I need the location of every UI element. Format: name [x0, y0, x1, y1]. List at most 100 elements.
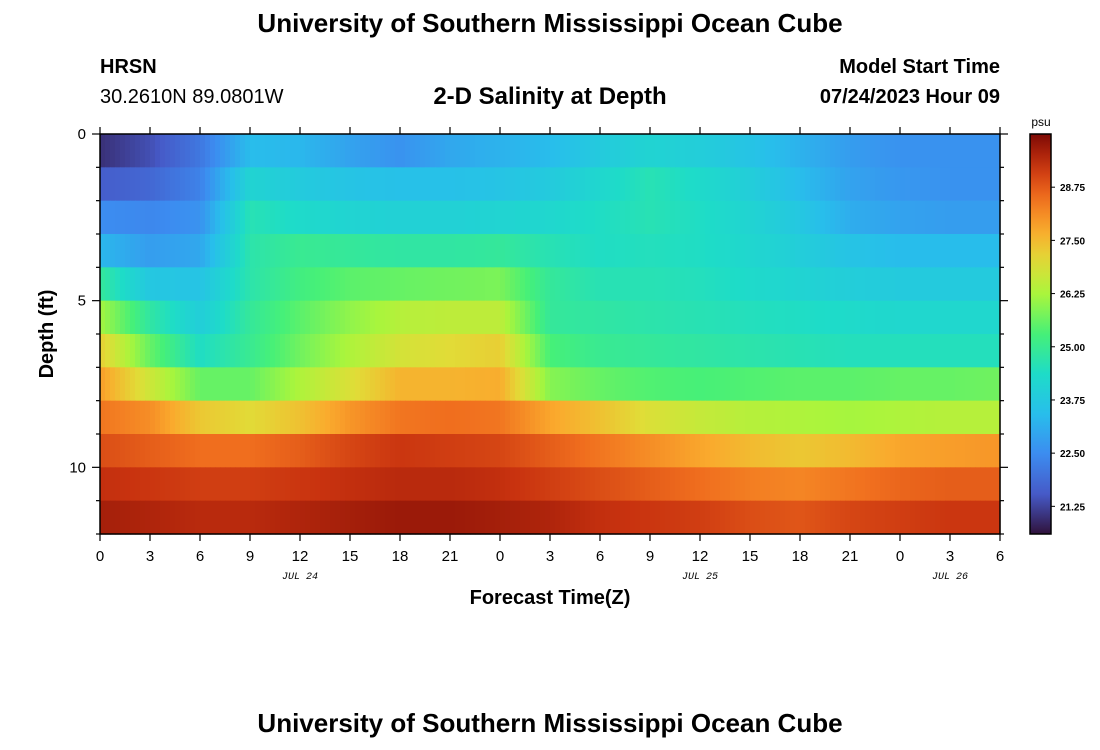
- heatmap-cell: [430, 500, 436, 535]
- heatmap-cell: [225, 267, 231, 302]
- heatmap-cell: [750, 334, 756, 368]
- heatmap-cell: [675, 467, 681, 502]
- heatmap-cell: [280, 500, 286, 535]
- heatmap-cell: [850, 500, 856, 535]
- heatmap-cell: [710, 234, 716, 268]
- heatmap-cell: [915, 400, 921, 435]
- heatmap-cell: [795, 367, 801, 402]
- heatmap-cell: [725, 334, 731, 368]
- heatmap-cell: [640, 500, 646, 535]
- heatmap-cell: [530, 234, 536, 268]
- heatmap-cell: [690, 134, 696, 168]
- heatmap-cell: [930, 334, 936, 368]
- heatmap-cell: [910, 434, 916, 468]
- heatmap-cell: [190, 334, 196, 368]
- heatmap-cell: [255, 300, 261, 335]
- heatmap-cell: [985, 400, 991, 435]
- heatmap-cell: [250, 400, 256, 435]
- heatmap-cell: [360, 267, 366, 302]
- heatmap-cell: [310, 300, 316, 335]
- heatmap-cell: [705, 400, 711, 435]
- heatmap-cell: [400, 267, 406, 302]
- heatmap-cell: [235, 467, 241, 502]
- heatmap-cell: [675, 200, 681, 235]
- heatmap-cell: [690, 400, 696, 435]
- y-tick-label: 10: [69, 459, 86, 476]
- heatmap-cell: [105, 367, 111, 402]
- heatmap-cell: [280, 300, 286, 335]
- heatmap-cell: [735, 134, 741, 168]
- heatmap-cell: [485, 300, 491, 335]
- heatmap-cell: [585, 334, 591, 368]
- heatmap-cell: [505, 400, 511, 435]
- heatmap-cell: [355, 434, 361, 468]
- heatmap-cell: [395, 367, 401, 402]
- heatmap-cell: [980, 234, 986, 268]
- heatmap-cell: [430, 200, 436, 235]
- heatmap-cell: [845, 367, 851, 402]
- heatmap-cell: [790, 267, 796, 302]
- heatmap-cell: [390, 134, 396, 168]
- heatmap-cell: [560, 467, 566, 502]
- heatmap-cell: [240, 334, 246, 368]
- heatmap-cell: [895, 134, 901, 168]
- heatmap-cell: [935, 267, 941, 302]
- heatmap-cell: [850, 134, 856, 168]
- heatmap-cell: [950, 167, 956, 202]
- heatmap-cell: [360, 367, 366, 402]
- heatmap-cell: [850, 400, 856, 435]
- heatmap-cell: [380, 367, 386, 402]
- heatmap-cell: [945, 167, 951, 202]
- heatmap-cell: [775, 334, 781, 368]
- heatmap-cell: [275, 400, 281, 435]
- heatmap-cell: [160, 400, 166, 435]
- heatmap-cell: [840, 134, 846, 168]
- heatmap-cell: [930, 167, 936, 202]
- heatmap-cell: [830, 300, 836, 335]
- heatmap-cell: [550, 334, 556, 368]
- heatmap-cell: [375, 234, 381, 268]
- heatmap-cell: [760, 334, 766, 368]
- heatmap-cell: [525, 334, 531, 368]
- heatmap-cell: [305, 267, 311, 302]
- heatmap-cell: [450, 134, 456, 168]
- heatmap-cell: [365, 267, 371, 302]
- heatmap-cell: [545, 434, 551, 468]
- heatmap-cell: [760, 167, 766, 202]
- heatmap-cell: [285, 200, 291, 235]
- heatmap-cell: [795, 234, 801, 268]
- heatmap-cell: [965, 134, 971, 168]
- heatmap-cell: [200, 367, 206, 402]
- heatmap-cell: [645, 134, 651, 168]
- heatmap-cell: [610, 334, 616, 368]
- heatmap-cell: [645, 467, 651, 502]
- heatmap-cell: [905, 500, 911, 535]
- heatmap-cell: [895, 400, 901, 435]
- heatmap-cell: [365, 434, 371, 468]
- heatmap-cell: [340, 367, 346, 402]
- heatmap-cell: [810, 134, 816, 168]
- heatmap-cell: [810, 367, 816, 402]
- heatmap-cell: [870, 234, 876, 268]
- heatmap-cell: [650, 467, 656, 502]
- heatmap-cell: [155, 167, 161, 202]
- heatmap-cell: [605, 200, 611, 235]
- heatmap-cell: [110, 434, 116, 468]
- heatmap-cell: [925, 234, 931, 268]
- heatmap-cell: [325, 367, 331, 402]
- heatmap-cell: [460, 334, 466, 368]
- heatmap-cell: [105, 334, 111, 368]
- heatmap-cell: [465, 467, 471, 502]
- heatmap-cell: [935, 200, 941, 235]
- heatmap-cell: [955, 134, 961, 168]
- heatmap-cell: [320, 167, 326, 202]
- heatmap-cell: [890, 434, 896, 468]
- heatmap-cell: [175, 200, 181, 235]
- heatmap-cell: [485, 500, 491, 535]
- heatmap-cell: [345, 300, 351, 335]
- heatmap-cell: [200, 234, 206, 268]
- heatmap-cell: [695, 500, 701, 535]
- heatmap-cell: [885, 200, 891, 235]
- heatmap-cell: [395, 234, 401, 268]
- heatmap-cell: [520, 367, 526, 402]
